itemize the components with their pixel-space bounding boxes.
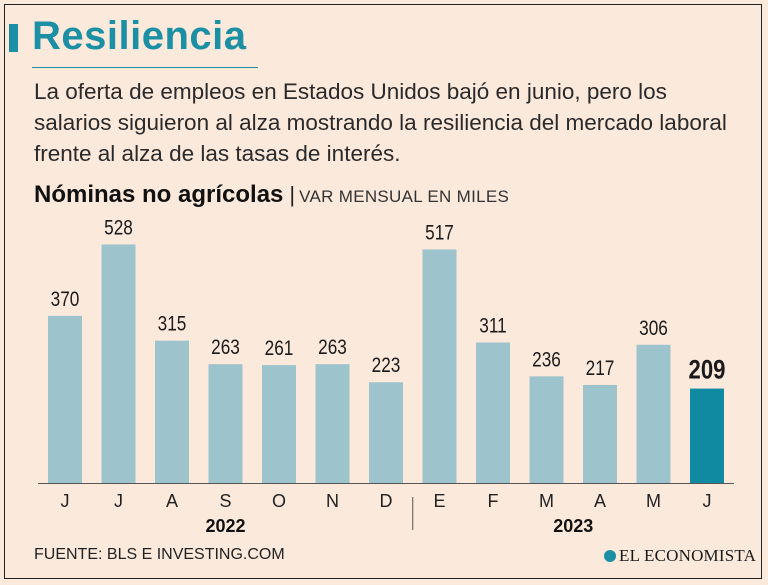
bar (636, 344, 671, 483)
data-label: 263 (211, 337, 240, 360)
data-label: 370 (51, 288, 80, 311)
brand-logo: EL ECONOMISTA (604, 546, 756, 566)
bar (690, 388, 724, 483)
bar (422, 249, 457, 483)
data-label: 223 (372, 355, 401, 378)
subtitle: La oferta de empleos en Estados Unidos b… (34, 79, 727, 166)
tick-label: N (326, 491, 339, 511)
bar (476, 342, 510, 483)
bar (48, 315, 82, 483)
data-label: 217 (586, 357, 615, 380)
title-underline (32, 67, 258, 68)
chart-heading-unit: VAR MENSUAL EN MILES (299, 187, 510, 206)
data-label: 209 (689, 356, 726, 386)
data-label: 263 (318, 337, 347, 360)
tick-label: M (646, 491, 661, 511)
bar (315, 364, 350, 483)
chart-frame (4, 4, 762, 579)
tick-label: J (114, 491, 123, 511)
chart-heading-main: Nóminas no agrícolas (34, 181, 284, 208)
tick-label: D (380, 491, 393, 511)
title-accent-bar (9, 24, 18, 52)
chart-heading: Nóminas no agrícolas | VAR MENSUAL EN MILE… (34, 181, 509, 209)
tick-label: M (539, 491, 554, 511)
tick-label: O (272, 491, 286, 511)
group-label: 2022 (205, 516, 245, 536)
group-label: 2023 (553, 516, 593, 536)
page-title: Resiliencia (32, 14, 247, 58)
data-label: 261 (265, 338, 294, 361)
tick-label: S (219, 491, 231, 511)
bar (262, 365, 296, 483)
source-note: FUENTE: BLS E INVESTING.COM (34, 546, 285, 563)
data-label: 517 (425, 222, 454, 245)
bar (208, 364, 243, 483)
tick-label: A (594, 491, 606, 511)
brand-logo-text: EL ECONOMISTA (619, 546, 757, 565)
bar (155, 340, 189, 483)
tick-label: E (433, 491, 445, 511)
bar (529, 376, 564, 483)
bar (369, 382, 403, 483)
data-label: 306 (639, 317, 668, 340)
chart-heading-separator: | (289, 182, 296, 207)
bar (583, 384, 617, 483)
bar (101, 244, 136, 483)
tick-label: J (703, 491, 712, 511)
brand-logo-icon (604, 550, 616, 562)
tick-label: A (166, 491, 178, 511)
data-label: 315 (158, 313, 187, 336)
data-label: 528 (104, 217, 133, 240)
data-label: 236 (532, 349, 561, 372)
tick-label: F (488, 491, 499, 511)
tick-label: J (61, 491, 70, 511)
data-label: 311 (479, 315, 506, 338)
